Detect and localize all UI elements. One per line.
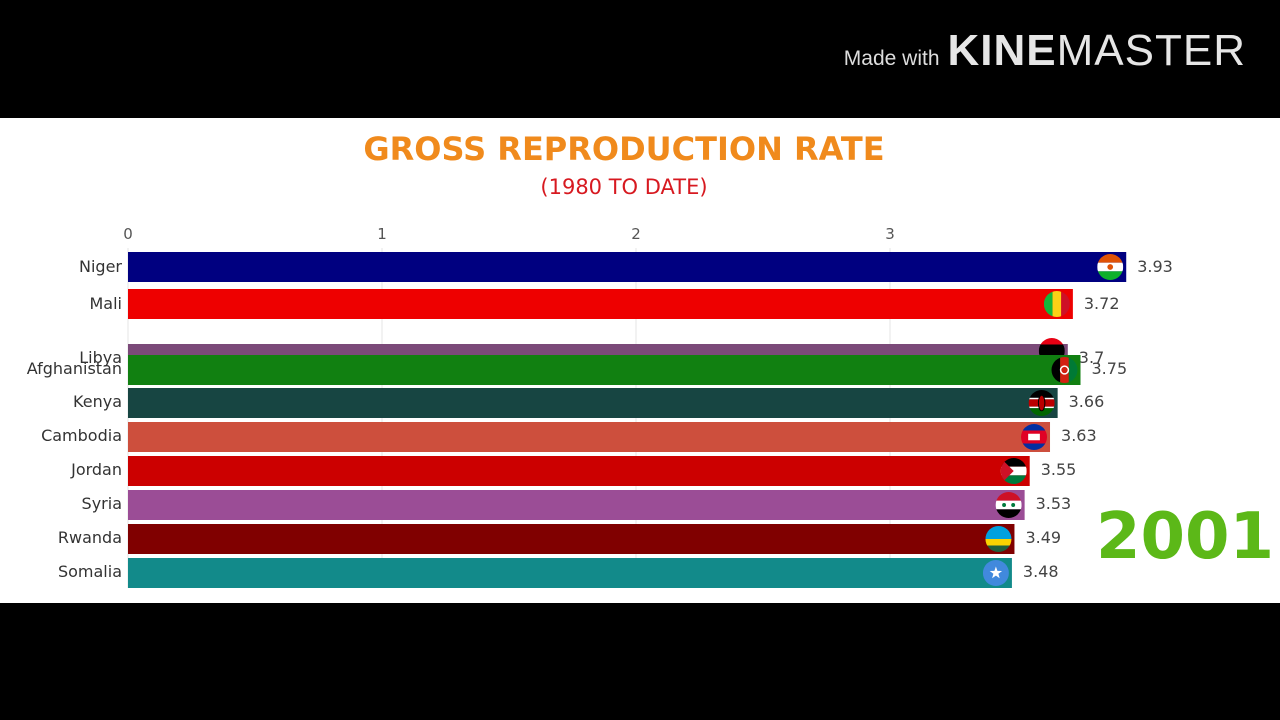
x-tick-label: 1: [377, 225, 387, 243]
value-label: 3.48: [1023, 562, 1059, 581]
bar-chart: GROSS REPRODUCTION RATE (1980 TO DATE) 0…: [27, 130, 1274, 588]
value-label: 3.53: [1036, 494, 1072, 513]
value-label: 3.7: [1079, 348, 1104, 367]
country-label: Somalia: [58, 562, 122, 581]
bar-group-afghanistan: Afghanistan 3.75: [27, 355, 1127, 385]
bar-group-libya: Libya 3.7: [79, 338, 1104, 367]
bar-afghanistan: [128, 355, 1081, 385]
bar-group-syria: Syria 3.53: [82, 490, 1072, 520]
x-axis-ticks: 0 1 2 3: [123, 225, 895, 243]
bar-libya: [128, 344, 1068, 358]
x-tick-label: 0: [123, 225, 133, 243]
afghanistan-flag-icon: [1051, 357, 1078, 383]
rwanda-flag-icon: [985, 526, 1012, 552]
bars: Libya 3.7 Niger 3.93 Mali 3.72 Afghanistan 3.75…: [27, 252, 1173, 588]
bar-somalia: [128, 558, 1012, 588]
bar-group-mali: Mali 3.72: [90, 289, 1120, 319]
bar-rwanda: [128, 524, 1015, 554]
bar-syria: [128, 490, 1025, 520]
bar-group-kenya: Kenya 3.66: [73, 388, 1104, 418]
watermark-brand-kine: KINE: [947, 26, 1057, 75]
bar-group-rwanda: Rwanda 3.49: [58, 524, 1061, 554]
niger-flag-icon: [1097, 254, 1124, 280]
year-label: 2001: [1096, 500, 1274, 574]
chart-panel: GROSS REPRODUCTION RATE (1980 TO DATE) 0…: [0, 118, 1280, 603]
watermark: Made with KINE MASTER: [844, 26, 1246, 76]
bar-mali: [128, 289, 1073, 319]
x-tick-label: 2: [631, 225, 641, 243]
value-label: 3.55: [1041, 460, 1077, 479]
country-label: Libya: [79, 348, 122, 367]
value-label: 3.93: [1137, 257, 1173, 276]
bar-group-somalia: Somalia 3.48: [58, 558, 1059, 588]
bar-group-cambodia: Cambodia 3.63: [41, 422, 1097, 452]
country-label: Cambodia: [41, 426, 122, 445]
kenya-flag-icon: [1028, 390, 1055, 416]
country-label: Jordan: [70, 460, 122, 479]
bar-group-jordan: Jordan 3.55: [70, 456, 1076, 486]
syria-flag-icon: [995, 492, 1022, 518]
bar-kenya: [128, 388, 1058, 418]
bar-group-niger: Niger 3.93: [79, 252, 1173, 282]
mali-flag-icon: [1043, 291, 1070, 317]
somalia-flag-icon: [982, 560, 1009, 586]
x-tick-label: 3: [885, 225, 895, 243]
country-label: Rwanda: [58, 528, 122, 547]
value-label: 3.66: [1069, 392, 1105, 411]
country-label: Kenya: [73, 392, 122, 411]
country-label: Afghanistan: [27, 359, 122, 378]
country-label: Niger: [79, 257, 122, 276]
watermark-brand-master: MASTER: [1056, 26, 1246, 75]
value-label: 3.63: [1061, 426, 1097, 445]
bar-cambodia: [128, 422, 1051, 452]
value-label: 3.75: [1092, 359, 1128, 378]
chart-subtitle: (1980 TO DATE): [540, 175, 707, 199]
value-label: 3.72: [1084, 294, 1120, 313]
value-label: 3.49: [1025, 528, 1061, 547]
chart-title: GROSS REPRODUCTION RATE: [363, 130, 884, 168]
jordan-flag-icon: [1000, 458, 1027, 484]
country-label: Syria: [82, 494, 122, 513]
bar-jordan: [128, 456, 1030, 486]
cambodia-flag-icon: [1021, 424, 1048, 450]
bar-niger: [128, 252, 1127, 282]
watermark-made-with: Made with: [843, 47, 940, 70]
country-label: Mali: [90, 294, 123, 313]
